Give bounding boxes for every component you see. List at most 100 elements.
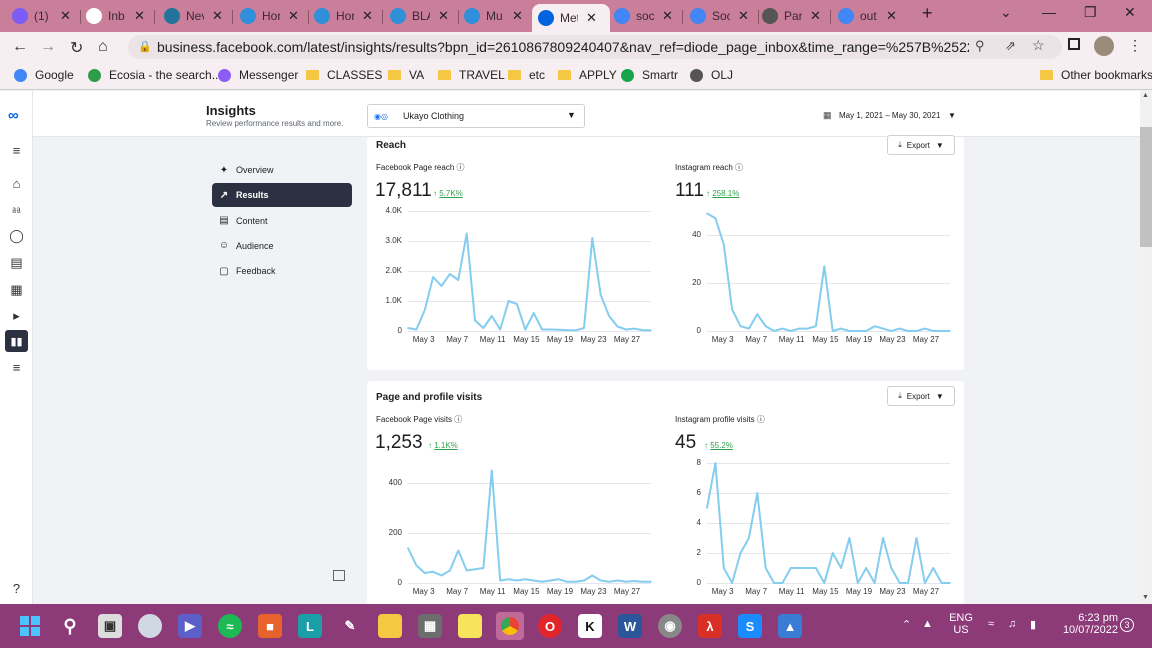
export-button[interactable]: ⤓ Export ▼: [887, 135, 955, 155]
info-icon[interactable]: ⓘ: [456, 163, 465, 172]
url-text[interactable]: business.facebook.com/latest/insights/re…: [157, 39, 969, 55]
chevron-down-icon[interactable]: ▼: [948, 111, 956, 120]
planner-icon[interactable]: ▦: [10, 281, 23, 297]
close-tab-icon[interactable]: ✕: [512, 8, 523, 23]
photos-icon[interactable]: ▲: [778, 614, 802, 638]
bookmark-item[interactable]: Messenger: [218, 68, 298, 82]
info-icon[interactable]: ⓘ: [756, 415, 765, 424]
file-explorer-icon[interactable]: [378, 614, 402, 638]
share-icon[interactable]: ⇗: [1005, 38, 1016, 53]
address-bar[interactable]: [128, 35, 1062, 59]
l-app-icon[interactable]: L: [298, 614, 322, 638]
menu-kebab-icon[interactable]: ⋮: [1128, 37, 1142, 53]
zoom-search-icon[interactable]: ⚲: [975, 38, 985, 53]
language-indicator[interactable]: ENG US: [949, 612, 973, 636]
office-icon[interactable]: ■: [258, 614, 282, 638]
browser-tab[interactable]: Hor ✕: [234, 4, 304, 28]
close-tab-icon[interactable]: ✕: [886, 8, 897, 23]
bookmark-star-icon[interactable]: ☆: [1032, 37, 1045, 53]
nav-item-audience[interactable]: ☺ Audience: [218, 240, 274, 252]
opera-icon[interactable]: O: [538, 614, 562, 638]
restore-icon[interactable]: ❐: [1084, 4, 1097, 20]
tray-overflow-icon[interactable]: ⌃: [902, 619, 912, 631]
browser-tab[interactable]: (1) I ✕: [6, 4, 76, 28]
browser-tab[interactable]: Hor ✕: [308, 4, 378, 28]
minimize-icon[interactable]: —: [1042, 4, 1056, 20]
browser-tab[interactable]: Soc ✕: [684, 4, 754, 28]
inbox-icon[interactable]: ◯: [9, 227, 24, 243]
acrobat-icon[interactable]: λ: [698, 614, 722, 638]
bookmark-item[interactable]: Smartr: [621, 68, 678, 82]
posts-icon[interactable]: ▤: [10, 254, 23, 270]
bookmark-item[interactable]: VA: [388, 68, 424, 82]
bookmark-item[interactable]: CLASSES: [306, 68, 382, 82]
notification-badge[interactable]: 3: [1120, 618, 1134, 632]
toggle-panel-icon[interactable]: ≡: [12, 143, 21, 158]
nav-item-feedback[interactable]: ▢ Feedback: [219, 265, 276, 277]
close-tab-icon[interactable]: ✕: [134, 8, 145, 23]
profile-avatar[interactable]: [1094, 36, 1114, 56]
volume-icon[interactable]: ♫: [1008, 618, 1017, 630]
word-icon[interactable]: W: [618, 614, 642, 638]
close-tab-icon[interactable]: ✕: [288, 8, 299, 23]
chat-icon[interactable]: ▶: [178, 614, 202, 638]
close-tab-icon[interactable]: ✕: [810, 8, 821, 23]
wifi-icon[interactable]: ≈: [988, 618, 995, 630]
new-tab-button[interactable]: +: [922, 3, 933, 23]
tab-search-icon[interactable]: ⌄: [1000, 4, 1012, 20]
close-tab-icon[interactable]: ✕: [212, 8, 223, 23]
nav-item-overview[interactable]: ✦ Overview: [219, 164, 274, 176]
browser-tab[interactable]: out ✕: [832, 4, 902, 28]
back-icon[interactable]: ←: [12, 38, 28, 55]
scroll-up-icon[interactable]: ▲: [1142, 92, 1149, 99]
close-tab-icon[interactable]: ✕: [586, 10, 597, 25]
date-range-picker[interactable]: May 1, 2021 – May 30, 2021: [839, 111, 941, 120]
search-icon[interactable]: ⚲: [63, 615, 77, 636]
bookmark-item[interactable]: APPLY: [558, 68, 617, 82]
browser-tab[interactable]: Nev ✕: [158, 4, 228, 28]
home-rail-icon[interactable]: ⌂: [12, 176, 21, 191]
bookmark-item[interactable]: TRAVEL: [438, 68, 505, 82]
meta-logo-icon[interactable]: ∞: [8, 107, 19, 124]
weather-icon[interactable]: [138, 614, 162, 638]
all-tools-menu-icon[interactable]: ≡: [12, 360, 21, 375]
battery-icon[interactable]: ▮: [1030, 619, 1037, 631]
browser-tab[interactable]: Par ✕: [756, 4, 826, 28]
forward-icon[interactable]: →: [40, 38, 56, 55]
camera-icon[interactable]: ◉: [658, 614, 682, 638]
spotify-icon[interactable]: ≈: [218, 614, 242, 638]
info-icon[interactable]: ⓘ: [454, 415, 463, 424]
account-selector[interactable]: [367, 104, 585, 128]
pen-app-icon[interactable]: ✎: [344, 618, 356, 633]
task-view-icon[interactable]: ▣: [98, 614, 122, 638]
info-icon[interactable]: ⓘ: [735, 163, 744, 172]
browser-tab[interactable]: BLA ✕: [384, 4, 454, 28]
ads-megaphone-icon[interactable]: ▸: [13, 307, 20, 323]
collapse-panel-icon[interactable]: [333, 570, 345, 581]
insights-rail-icon[interactable]: ▮▮: [5, 330, 28, 352]
help-icon[interactable]: ?: [12, 581, 21, 596]
windows-start-icon[interactable]: [18, 614, 42, 638]
scroll-down-icon[interactable]: ▼: [1142, 594, 1149, 601]
sticky-notes-icon[interactable]: [458, 614, 482, 638]
bookmark-item[interactable]: OLJ: [690, 68, 733, 82]
close-tab-icon[interactable]: ✕: [438, 8, 449, 23]
calendar-icon[interactable]: ▦: [823, 110, 832, 120]
browser-tab[interactable]: Met ✕: [532, 4, 610, 32]
bookmark-item[interactable]: Ecosia - the search...: [88, 68, 222, 82]
nav-item-results[interactable]: ↗ Results: [212, 183, 352, 208]
close-window-icon[interactable]: ✕: [1124, 4, 1136, 20]
nav-item-content[interactable]: ▤ Content: [219, 215, 268, 227]
k-app-icon[interactable]: K: [578, 614, 602, 638]
skype-icon[interactable]: S: [738, 614, 762, 638]
bookmark-item[interactable]: etc: [508, 68, 545, 82]
chrome-icon[interactable]: [496, 612, 524, 640]
other-bookmarks[interactable]: Other bookmarks: [1040, 68, 1152, 82]
notification-bell-icon[interactable]: ⎂: [11, 201, 22, 217]
clock[interactable]: 6:23 pm 10/07/2022: [1062, 612, 1118, 636]
browser-tab[interactable]: soc ✕: [608, 4, 678, 28]
close-tab-icon[interactable]: ✕: [60, 8, 71, 23]
export-button[interactable]: ⤓ Export ▼: [887, 386, 955, 406]
bookmark-item[interactable]: Google: [14, 68, 74, 82]
close-tab-icon[interactable]: ✕: [362, 8, 373, 23]
